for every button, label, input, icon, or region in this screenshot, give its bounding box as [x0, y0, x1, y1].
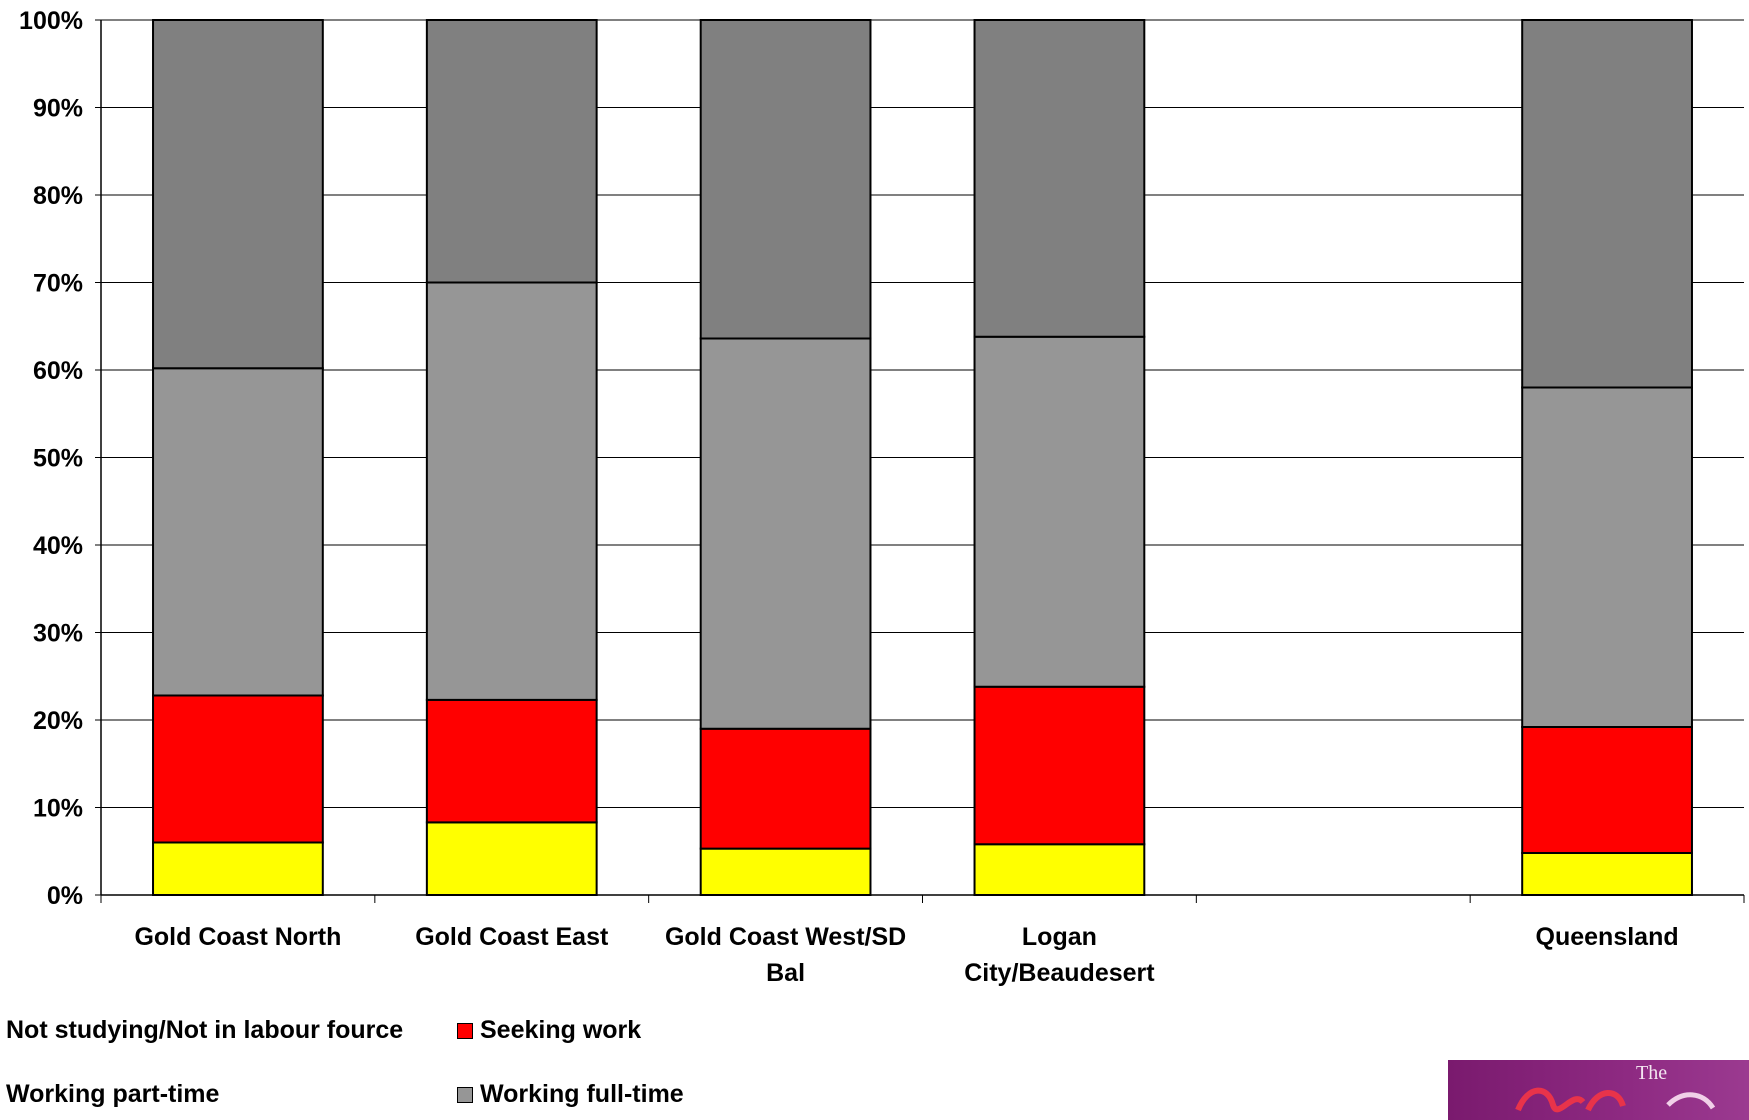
x-category-label: Gold Coast East	[415, 923, 609, 951]
bar-segment	[425, 281, 598, 701]
bar-segment	[152, 367, 324, 697]
axes	[100, 20, 1745, 903]
legend-swatch-seeking-work	[457, 1022, 473, 1039]
y-tick-label: 70%	[33, 270, 83, 298]
y-tick-label: 90%	[33, 95, 83, 123]
bar-segment	[425, 821, 598, 896]
y-tick-label: 50%	[33, 445, 83, 473]
bar-segment	[1521, 19, 1693, 389]
y-tick-label: 100%	[19, 7, 83, 35]
x-category-label: Gold Coast West/SD	[665, 923, 906, 951]
bar-segment	[152, 841, 324, 896]
bar-segment	[973, 685, 1146, 846]
bar-segment	[1521, 386, 1693, 728]
bar-segment	[1521, 852, 1693, 896]
bar-segment	[699, 337, 872, 730]
x-category-label: Gold Coast North	[134, 923, 341, 951]
legend-label-seeking-work: Seeking work	[480, 1016, 642, 1044]
bar-segment	[1521, 726, 1693, 854]
bar-stacks	[152, 19, 1693, 896]
legend-item-working-full-time: Working full-time	[457, 1080, 684, 1109]
x-category-label: Logan	[1022, 923, 1097, 951]
x-axis-category-labels: Gold Coast North Gold Coast East Gold Coas…	[134, 923, 1678, 987]
bar-segment	[973, 335, 1146, 688]
bar-segment	[973, 19, 1146, 338]
bar-segment	[699, 847, 872, 896]
y-axis-tick-labels: 0% 10% 20% 30% 40% 50% 60% 70% 80% 90% 100%	[19, 7, 83, 910]
y-tick-label: 80%	[33, 182, 83, 210]
publisher-logo: The	[1448, 1060, 1749, 1120]
logo-swirl-graphic	[1515, 1087, 1716, 1113]
bar-segment	[152, 694, 324, 844]
bar-segment	[973, 843, 1146, 896]
x-category-label: Bal	[766, 959, 805, 987]
bar-segment	[152, 19, 324, 370]
y-tick-label: 60%	[33, 357, 83, 385]
bar-segment	[425, 698, 598, 824]
y-tick-label: 0%	[47, 882, 83, 910]
logo-text: The	[1636, 1062, 1668, 1084]
y-tick-label: 10%	[33, 795, 83, 823]
gridlines	[95, 19, 1744, 896]
legend-label-working-part-time: Working part-time	[6, 1080, 220, 1108]
bar-segment	[425, 19, 598, 284]
legend-label-not-studying: Not studying/Not in labour fource	[6, 1016, 404, 1044]
y-tick-label: 20%	[33, 707, 83, 735]
y-tick-label: 30%	[33, 620, 83, 648]
legend-item-seeking-work: Seeking work	[457, 1016, 641, 1045]
legend-item-working-part-time: Working part-time	[6, 1080, 219, 1109]
x-category-label: Queensland	[1536, 923, 1679, 951]
legend-item-not-studying: Not studying/Not in labour fource	[6, 1016, 403, 1045]
y-tick-label: 40%	[33, 532, 83, 560]
x-category-label: City/Beaudesert	[964, 959, 1155, 987]
bar-segment	[699, 727, 872, 850]
bar-segment	[699, 19, 872, 340]
legend-swatch-working-full-time	[457, 1086, 473, 1103]
legend-label-working-full-time: Working full-time	[480, 1080, 684, 1108]
